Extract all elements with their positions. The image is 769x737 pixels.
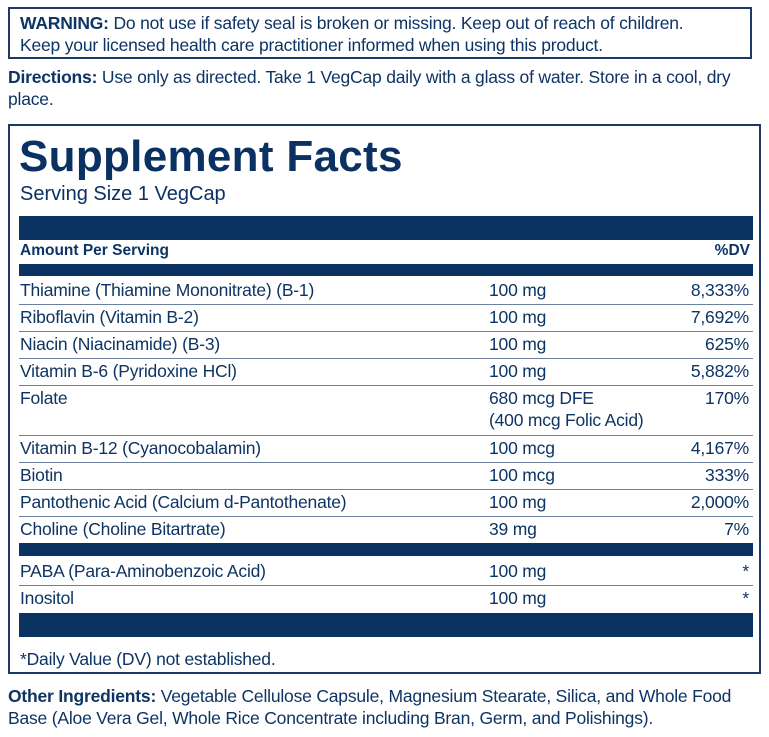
other-ingredients-text: Vegetable Cellulose Capsule, Magnesium S…: [8, 686, 732, 728]
table-row: Thiamine (Thiamine Mononitrate) (B-1) 10…: [20, 280, 749, 300]
dv-footnote: *Daily Value (DV) not established.: [20, 649, 276, 669]
warning-line-2: Keep your licensed health care practitio…: [20, 35, 603, 55]
supplement-facts-panel: Supplement Facts Serving Size 1 VegCap A…: [8, 124, 761, 674]
serving-size: Serving Size 1 VegCap: [20, 183, 226, 205]
other-ingredients-label: Other Ingredients:: [8, 686, 157, 706]
table-row: Inositol 100 mg *: [19, 585, 753, 612]
table-row: Choline (Choline Bitartrate) 39 mg 7%: [19, 516, 753, 543]
warning-label: WARNING:: [20, 13, 109, 33]
directions-text: Use only as directed. Take 1 VegCap dail…: [8, 67, 731, 109]
table-row: Folate 680 mcg DFE (400 mcg Folic Acid) 1…: [19, 385, 753, 435]
facts-title: Supplement Facts: [19, 132, 403, 181]
warning-box: WARNING: Do not use if safety seal is br…: [8, 7, 752, 59]
medium-divider: [19, 543, 753, 556]
table-row: PABA (Para-Aminobenzoic Acid) 100 mg *: [20, 561, 749, 581]
warning-line-1: WARNING: Do not use if safety seal is br…: [20, 13, 684, 33]
table-row: Biotin 100 mcg 333%: [19, 462, 753, 489]
directions: Directions: Use only as directed. Take 1…: [8, 66, 768, 110]
directions-label: Directions:: [8, 67, 98, 87]
thick-divider: [19, 216, 753, 240]
medium-divider: [19, 264, 753, 276]
table-row: Vitamin B-6 (Pyridoxine HCl) 100 mg 5,88…: [19, 358, 753, 385]
amount-per-serving-label: Amount Per Serving: [20, 242, 169, 259]
table-row: Vitamin B-12 (Cyanocobalamin) 100 mcg 4,…: [19, 435, 753, 462]
other-ingredients: Other Ingredients: Vegetable Cellulose C…: [8, 685, 768, 729]
table-header: Amount Per Serving %DV: [20, 240, 750, 262]
table-row: Riboflavin (Vitamin B-2) 100 mg 7,692%: [19, 304, 753, 331]
table-row: Niacin (Niacinamide) (B-3) 100 mg 625%: [19, 331, 753, 358]
table-row: Pantothenic Acid (Calcium d-Pantothenate…: [19, 489, 753, 516]
dv-header: %DV: [714, 242, 750, 259]
thick-divider: [19, 613, 753, 637]
